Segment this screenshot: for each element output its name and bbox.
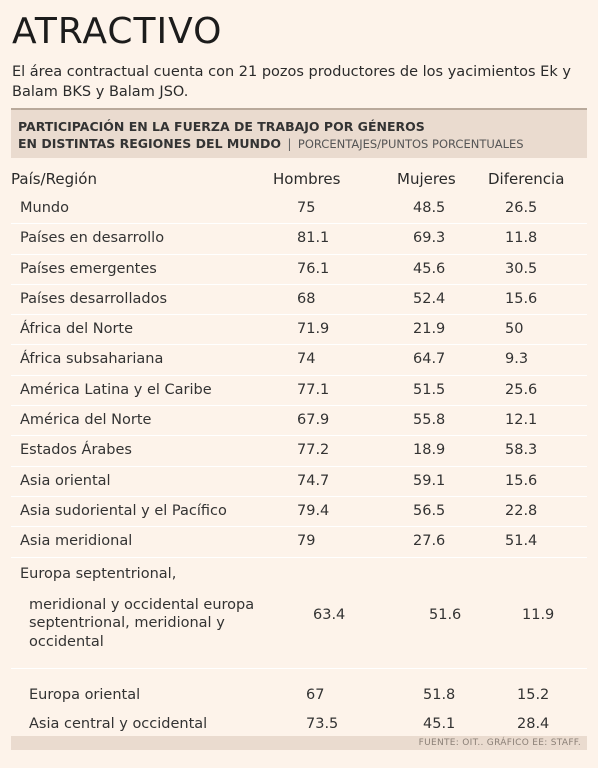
cell-mujeres: 48.5 bbox=[413, 200, 446, 216]
table-row: Mundo 75 48.5 26.5 bbox=[11, 194, 587, 225]
table-row: Estados Árabes 77.2 18.9 58.3 bbox=[11, 436, 587, 467]
cell-region: Asia sudoriental y el Pacífico bbox=[20, 502, 227, 519]
cell-hombres: 73.5 bbox=[306, 715, 339, 732]
cell-mujeres: 55.8 bbox=[413, 412, 446, 429]
table-row: Países desarrollados 68 52.4 15.6 bbox=[11, 285, 587, 316]
cell-hombres: 79.4 bbox=[297, 502, 330, 519]
cell-mujeres: 69.3 bbox=[413, 230, 446, 247]
table-row: Países emergentes 76.1 45.6 30.5 bbox=[11, 255, 587, 285]
cell-mujeres: 51.6 bbox=[429, 606, 462, 623]
cell-mujeres: 59.1 bbox=[413, 472, 446, 489]
cell-diferencia: 28.4 bbox=[517, 715, 550, 732]
cell-region: Mundo bbox=[20, 200, 69, 216]
cell-mujeres: 51.8 bbox=[423, 686, 456, 703]
table-row: África del Norte 71.9 21.9 50 bbox=[11, 315, 587, 346]
table-row: Asia central y occidental 73.5 45.1 28.4 bbox=[11, 710, 587, 739]
cell-region: África del Norte bbox=[20, 321, 134, 338]
cell-diferencia: 22.8 bbox=[505, 502, 538, 519]
banner-title-line2-text: EN DISTINTAS REGIONES DEL MUNDO bbox=[18, 136, 281, 151]
cell-region-line1: Europa septentrional, bbox=[20, 565, 177, 582]
cell-hombres: 77.1 bbox=[297, 381, 330, 398]
cell-region: América del Norte bbox=[20, 412, 152, 429]
table-row: América Latina y el Caribe 77.1 51.5 25.… bbox=[11, 376, 587, 407]
cell-hombres: 76.1 bbox=[297, 260, 330, 277]
table-row: Asia meridional 79 27.6 51.4 bbox=[11, 527, 587, 558]
cell-diferencia: 26.5 bbox=[505, 200, 538, 216]
cell-hombres: 81.1 bbox=[297, 230, 330, 247]
cell-region: Asia central y occidental bbox=[29, 715, 208, 732]
cell-hombres: 74 bbox=[297, 351, 316, 368]
cell-diferencia: 15.6 bbox=[505, 290, 538, 307]
cell-region: Países en desarrollo bbox=[20, 230, 165, 247]
cell-region: África subsahariana bbox=[20, 351, 164, 368]
cell-region: Países emergentes bbox=[20, 260, 157, 277]
cell-region: Europa oriental bbox=[29, 686, 141, 703]
cell-hombres: 74.7 bbox=[297, 472, 330, 489]
cell-diferencia: 12.1 bbox=[505, 412, 538, 429]
cell-diferencia: 58.3 bbox=[505, 442, 538, 459]
cell-region-line2: meridional y occidental europa septentri… bbox=[29, 596, 255, 650]
cell-region: Asia meridional bbox=[20, 533, 133, 550]
table-header: País/Región Hombres Mujeres Diferencia bbox=[11, 162, 587, 194]
cell-hombres: 79 bbox=[297, 533, 316, 550]
page-subtitle: El área contractual cuenta con 21 pozos … bbox=[12, 64, 571, 100]
column-header-region: País/Región bbox=[11, 170, 97, 188]
cell-hombres: 77.2 bbox=[297, 442, 330, 459]
cell-diferencia: 11.8 bbox=[505, 230, 538, 247]
cell-diferencia: 25.6 bbox=[505, 381, 538, 398]
cell-diferencia: 30.5 bbox=[505, 260, 538, 277]
cell-diferencia: 11.9 bbox=[522, 606, 555, 623]
cell-diferencia: 9.3 bbox=[505, 351, 529, 368]
cell-mujeres: 45.6 bbox=[413, 260, 446, 277]
cell-hombres: 71.9 bbox=[297, 321, 330, 338]
cell-hombres: 67 bbox=[306, 686, 325, 703]
cell-mujeres: 45.1 bbox=[423, 715, 456, 732]
column-header-hombres: Hombres bbox=[273, 170, 341, 188]
table-row: Europa oriental 67 51.8 15.2 bbox=[11, 681, 587, 710]
cell-mujeres: 27.6 bbox=[413, 533, 446, 550]
cell-mujeres: 18.9 bbox=[413, 442, 446, 459]
banner-separator: | bbox=[287, 136, 292, 151]
table-row-europa: Europa septentrional, meridional y occid… bbox=[11, 558, 587, 669]
cell-mujeres: 56.5 bbox=[413, 502, 446, 519]
table-banner: PARTICIPACIÓN EN LA FUERZA DE TRABAJO PO… bbox=[11, 108, 587, 158]
banner-title-line2: EN DISTINTAS REGIONES DEL MUNDO | PORCEN… bbox=[18, 135, 580, 153]
cell-mujeres: 52.4 bbox=[413, 290, 446, 307]
cell-hombres: 63.4 bbox=[313, 606, 346, 623]
cell-region: Países desarrollados bbox=[20, 290, 168, 307]
cell-mujeres: 64.7 bbox=[413, 351, 446, 368]
page-title: ATRACTIVO bbox=[12, 11, 223, 52]
table-row: África subsahariana 74 64.7 9.3 bbox=[11, 345, 587, 376]
table-row: América del Norte 67.9 55.8 12.1 bbox=[11, 406, 587, 437]
table-row: Asia sudoriental y el Pacífico 79.4 56.5… bbox=[11, 497, 587, 528]
cell-hombres: 68 bbox=[297, 290, 316, 307]
cell-diferencia: 15.6 bbox=[505, 472, 538, 489]
source-footer: FUENTE: OIT.. GRÁFICO EE: STAFF. bbox=[11, 736, 587, 750]
data-table: País/Región Hombres Mujeres Diferencia M… bbox=[11, 162, 587, 739]
banner-unit: PORCENTAJES/PUNTOS PORCENTUALES bbox=[297, 137, 524, 151]
column-header-mujeres: Mujeres bbox=[397, 170, 456, 188]
cell-hombres: 75 bbox=[297, 200, 316, 216]
cell-diferencia: 50 bbox=[505, 321, 524, 338]
banner-title-line1: PARTICIPACIÓN EN LA FUERZA DE TRABAJO PO… bbox=[18, 119, 425, 134]
table-row: Países en desarrollo 81.1 69.3 11.8 bbox=[11, 224, 587, 255]
cell-diferencia: 51.4 bbox=[505, 533, 538, 550]
table-row: Asia oriental 74.7 59.1 15.6 bbox=[11, 467, 587, 497]
cell-region: América Latina y el Caribe bbox=[20, 381, 212, 398]
column-header-diferencia: Diferencia bbox=[488, 170, 565, 188]
cell-hombres: 67.9 bbox=[297, 412, 330, 429]
cell-diferencia: 15.2 bbox=[517, 686, 550, 703]
cell-mujeres: 51.5 bbox=[413, 381, 446, 398]
cell-region: Estados Árabes bbox=[20, 442, 132, 459]
cell-region: Asia oriental bbox=[20, 472, 111, 489]
cell-mujeres: 21.9 bbox=[413, 321, 446, 338]
row-spacer bbox=[11, 669, 587, 681]
